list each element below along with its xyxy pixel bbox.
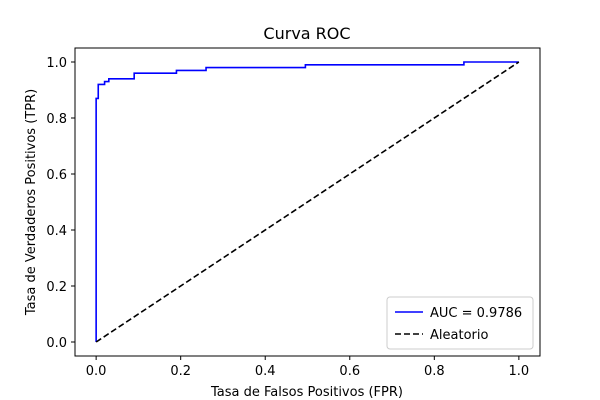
x-tick-label: 1.0 — [509, 364, 530, 379]
x-tick-label: 0.8 — [424, 364, 445, 379]
x-tick-label: 0.0 — [86, 364, 107, 379]
x-axis-label: Tasa de Falsos Positivos (FPR) — [210, 385, 403, 400]
chart-title: Curva ROC — [263, 24, 350, 43]
series-line-1 — [95, 61, 520, 343]
y-tick-label: 0.2 — [46, 280, 67, 295]
y-tick-label: 0.4 — [46, 224, 67, 239]
series-layer — [95, 61, 520, 343]
x-axis: 0.0 0.2 0.4 0.6 0.8 1.0 — [86, 356, 529, 379]
x-tick-label: 0.2 — [170, 364, 191, 379]
legend-label-1: Aleatorio — [430, 328, 488, 343]
y-tick-label: 1.0 — [46, 56, 67, 71]
legend-label-0: AUC = 0.9786 — [430, 306, 522, 321]
plot-frame — [74, 47, 541, 357]
series-line-0 — [95, 61, 519, 342]
x-tick-label: 0.4 — [255, 364, 276, 379]
x-tick-label: 0.6 — [339, 364, 360, 379]
y-tick-label: 0.0 — [46, 336, 67, 351]
y-tick-label: 0.8 — [46, 112, 67, 127]
y-axis: 0.0 0.2 0.4 0.6 0.8 1.0 — [46, 56, 75, 351]
legend: AUC = 0.9786 Aleatorio — [386, 296, 534, 350]
legend-box — [386, 296, 534, 350]
y-tick-label: 0.6 — [46, 168, 67, 183]
y-axis-label: Tasa de Verdaderos Positivos (TPR) — [24, 89, 39, 316]
